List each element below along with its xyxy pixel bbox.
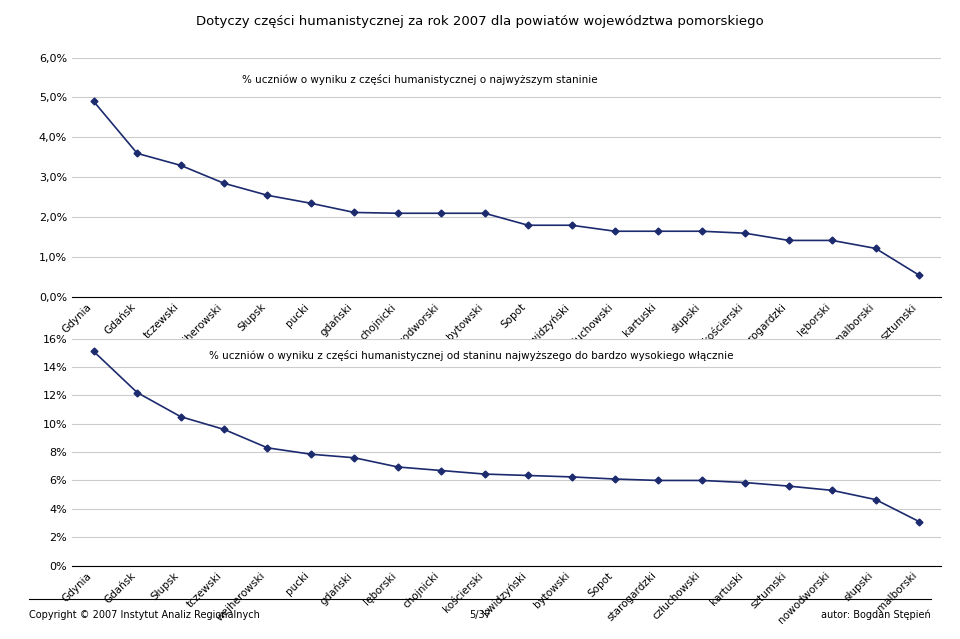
Text: Copyright © 2007 Instytut Analiz Regionalnych: Copyright © 2007 Instytut Analiz Regiona… — [29, 610, 259, 620]
Text: 5/37: 5/37 — [469, 610, 491, 620]
Text: % uczniów o wyniku z części humanistycznej o najwyższym staninie: % uczniów o wyniku z części humanistyczn… — [242, 74, 597, 85]
Text: % uczniów o wyniku z części humanistycznej od staninu najwyższego do bardzo wyso: % uczniów o wyniku z części humanistyczn… — [209, 350, 733, 361]
Text: autor: Bogdan Stępień: autor: Bogdan Stępień — [822, 610, 931, 620]
Text: Dotyczy części humanistycznej za rok 2007 dla powiatów województwa pomorskiego: Dotyczy części humanistycznej za rok 200… — [196, 15, 764, 27]
